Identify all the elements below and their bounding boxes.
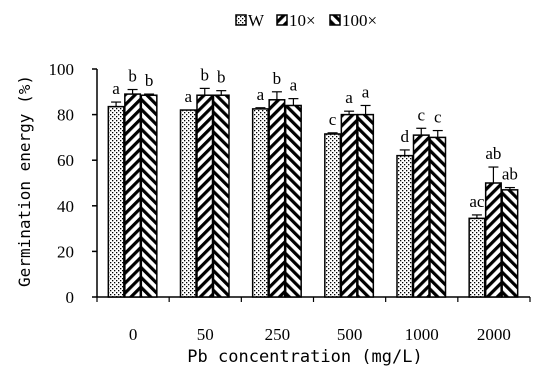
bar	[429, 136, 447, 298]
significance-label: a	[257, 85, 265, 104]
significance-label: b	[217, 68, 226, 87]
legend-label: W	[248, 11, 265, 30]
significance-label: ac	[469, 192, 485, 211]
y-axis-label: Germination energy (%)	[15, 75, 34, 287]
bar	[107, 105, 125, 298]
x-ticks: 0 50 250 500 1000 2000	[96, 297, 531, 344]
bar	[324, 133, 342, 298]
significance-label: ab	[502, 165, 518, 184]
y-tick-label: 100	[49, 60, 75, 79]
legend-swatch	[329, 14, 341, 26]
significance-label: b	[145, 71, 154, 90]
bar	[196, 94, 214, 298]
legend-swatch	[235, 14, 247, 26]
bar	[468, 217, 486, 298]
bar	[357, 113, 375, 298]
bar	[268, 99, 286, 298]
legend-label: 100×	[342, 11, 377, 30]
bar	[412, 134, 430, 298]
significance-label: a	[112, 79, 120, 98]
x-tick-label: 2000	[477, 325, 511, 344]
x-tick-label: 500	[337, 325, 363, 344]
y-ticks: 0 20 40 60 80 100	[49, 60, 97, 307]
y-tick-label: 60	[57, 151, 74, 170]
axes	[96, 69, 530, 298]
legend-label: 10×	[289, 11, 316, 30]
bar	[251, 108, 269, 298]
bar	[124, 93, 142, 298]
significance-label: c	[417, 105, 425, 124]
y-tick-label: 20	[57, 242, 74, 261]
error-bars	[111, 87, 515, 219]
significance-label: b	[273, 69, 282, 88]
x-tick-label: 250	[265, 325, 291, 344]
x-axis-label: Pb concentration (mg/L)	[187, 347, 422, 367]
significance-label: a	[345, 88, 353, 107]
legend: W 10× 100×	[235, 11, 377, 30]
bar	[212, 94, 230, 298]
significance-label: c	[434, 108, 442, 127]
significance-label: c	[329, 110, 337, 129]
significance-label: d	[401, 127, 410, 146]
x-tick-label: 0	[129, 325, 138, 344]
bar	[484, 182, 502, 298]
y-tick-label: 80	[57, 106, 74, 125]
x-tick-label: 1000	[405, 325, 439, 344]
bar	[179, 109, 197, 298]
significance-label: a	[184, 87, 192, 106]
bar	[396, 154, 414, 298]
significance-label: a	[362, 82, 370, 101]
significance-label: b	[128, 67, 137, 86]
legend-swatch	[276, 14, 288, 26]
significance-label: b	[201, 65, 210, 84]
significance-label: ab	[485, 144, 501, 163]
y-tick-label: 40	[57, 197, 74, 216]
bar	[501, 189, 519, 298]
x-tick-label: 50	[197, 325, 214, 344]
bar	[340, 113, 358, 298]
significance-label: a	[290, 76, 298, 95]
bars	[107, 93, 519, 298]
bar	[284, 104, 302, 298]
bar	[140, 94, 158, 298]
y-tick-label: 0	[66, 288, 75, 307]
